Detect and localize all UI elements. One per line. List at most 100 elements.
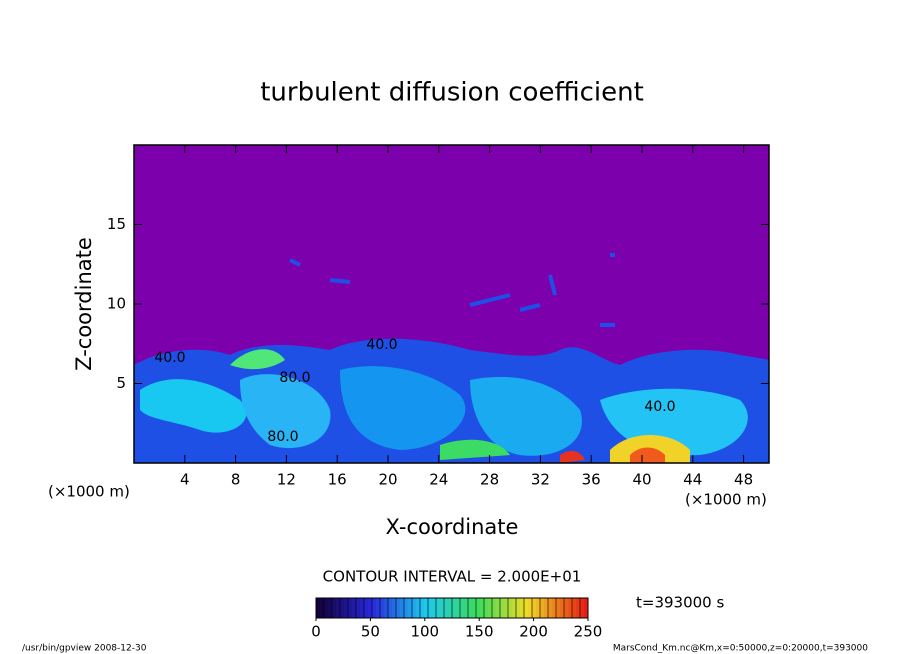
contour-label: 80.0	[279, 370, 310, 386]
field	[134, 145, 769, 463]
colorbar-swatch	[496, 598, 501, 618]
x-tick-label: 32	[531, 471, 550, 489]
colorbar-swatch	[332, 598, 337, 618]
colorbar-swatch	[456, 598, 461, 618]
footer-right: MarsCond_Km.nc@Km,x=0:50000,z=0:20000,t=…	[613, 644, 868, 654]
colorbar-swatch	[316, 598, 321, 618]
colorbar-swatch	[460, 598, 465, 618]
colorbar-swatch	[348, 598, 353, 618]
colorbar-swatch	[476, 598, 481, 618]
colorbar-frame	[315, 597, 589, 619]
colorbar-tick-label: 50	[361, 623, 380, 641]
colorbar-swatch	[568, 598, 573, 618]
colorbar-swatch	[396, 598, 401, 618]
x-tick-label: 28	[480, 471, 499, 489]
colorbar-tick-label: 250	[574, 623, 603, 641]
colorbar-swatch	[440, 598, 445, 618]
x-tick-label: 44	[683, 471, 702, 489]
colorbar-swatch	[328, 598, 333, 618]
colorbar-swatch	[384, 598, 389, 618]
colorbar-swatch	[544, 598, 549, 618]
colorbar-swatch	[340, 598, 345, 618]
colorbar-swatch	[528, 598, 533, 618]
colorbar-swatch	[408, 598, 413, 618]
colorbar-swatch	[356, 598, 361, 618]
colorbar-swatch	[572, 598, 577, 618]
footer-left: /usr/bin/gpview 2008-12-30	[22, 644, 147, 654]
colorbar-swatch	[392, 598, 397, 618]
colorbar-swatch	[552, 598, 557, 618]
contour-label: 40.0	[154, 350, 185, 366]
colorbar-swatch	[472, 598, 477, 618]
x-tick-label: 36	[582, 471, 601, 489]
x-tick-label: 8	[231, 471, 241, 489]
y-tick-label: 5	[116, 374, 126, 392]
colorbar-swatch	[436, 598, 441, 618]
colorbar-tick-label: 150	[465, 623, 494, 641]
colorbar-swatch	[380, 598, 385, 618]
time-label: t=393000 s	[636, 594, 724, 612]
colorbar-swatch	[584, 598, 589, 618]
x-tick-label: 16	[328, 471, 347, 489]
colorbar-swatch	[324, 598, 329, 618]
colorbar-swatch	[524, 598, 529, 618]
y-axis-label: Z-coordinate	[72, 237, 96, 371]
x-tick-label: 12	[277, 471, 296, 489]
colorbar-swatch	[368, 598, 373, 618]
colorbar-swatch	[556, 598, 561, 618]
colorbar-swatch	[520, 598, 525, 618]
colorbar-swatch	[548, 598, 553, 618]
x-tick-label: 20	[378, 471, 397, 489]
colorbar-swatch	[516, 598, 521, 618]
colorbar-swatch	[432, 598, 437, 618]
x-axis-label: X-coordinate	[386, 515, 519, 539]
colorbar-swatch	[484, 598, 489, 618]
colorbar-swatch	[448, 598, 453, 618]
colorbar-swatch	[532, 598, 537, 618]
plot-frame	[133, 144, 770, 464]
chart-title: turbulent diffusion coefficient	[260, 78, 644, 108]
contour-label: 40.0	[366, 337, 397, 353]
colorbar-swatch	[428, 598, 433, 618]
colorbar-swatch	[560, 598, 565, 618]
colorbar-swatch	[336, 598, 341, 618]
colorbar-swatch	[504, 598, 509, 618]
colorbar-swatch	[400, 598, 405, 618]
colorbar-swatch	[424, 598, 429, 618]
colorbar-swatch	[364, 598, 369, 618]
colorbar-swatch	[576, 598, 581, 618]
colorbar-swatch	[540, 598, 545, 618]
colorbar-swatch	[536, 598, 541, 618]
y-tick-label: 10	[107, 295, 126, 313]
y-tick-label: 15	[107, 215, 126, 233]
colorbar-swatch	[320, 598, 325, 618]
x-tick-label: 40	[632, 471, 651, 489]
x-unit: (×1000 m)	[685, 491, 767, 509]
contour-label: 40.0	[644, 399, 675, 415]
colorbar-swatch	[344, 598, 349, 618]
x-tick-label: 48	[734, 471, 753, 489]
colorbar-swatch	[488, 598, 493, 618]
colorbar-swatch	[452, 598, 457, 618]
colorbar-tick-label: 200	[519, 623, 548, 641]
colorbar-swatch	[508, 598, 513, 618]
colorbar-tick-label: 0	[311, 623, 321, 641]
contour-label: 80.0	[267, 429, 298, 445]
colorbar-swatch	[404, 598, 409, 618]
colorbar-swatch	[360, 598, 365, 618]
colorbar-swatch	[372, 598, 377, 618]
colorbar-swatch	[464, 598, 469, 618]
colorbar-swatch	[512, 598, 517, 618]
colorbar-swatch	[444, 598, 449, 618]
colorbar-swatch	[580, 598, 585, 618]
colorbar-swatch	[468, 598, 473, 618]
colorbar-swatch	[412, 598, 417, 618]
x-tick-label: 24	[429, 471, 448, 489]
colorbar-swatch	[480, 598, 485, 618]
colorbar-swatch	[564, 598, 569, 618]
colorbar-swatch	[376, 598, 381, 618]
contour-interval: CONTOUR INTERVAL = 2.000E+01	[323, 568, 582, 586]
colorbar-swatch	[352, 598, 357, 618]
colorbar-swatch	[416, 598, 421, 618]
colorbar-swatch	[500, 598, 505, 618]
